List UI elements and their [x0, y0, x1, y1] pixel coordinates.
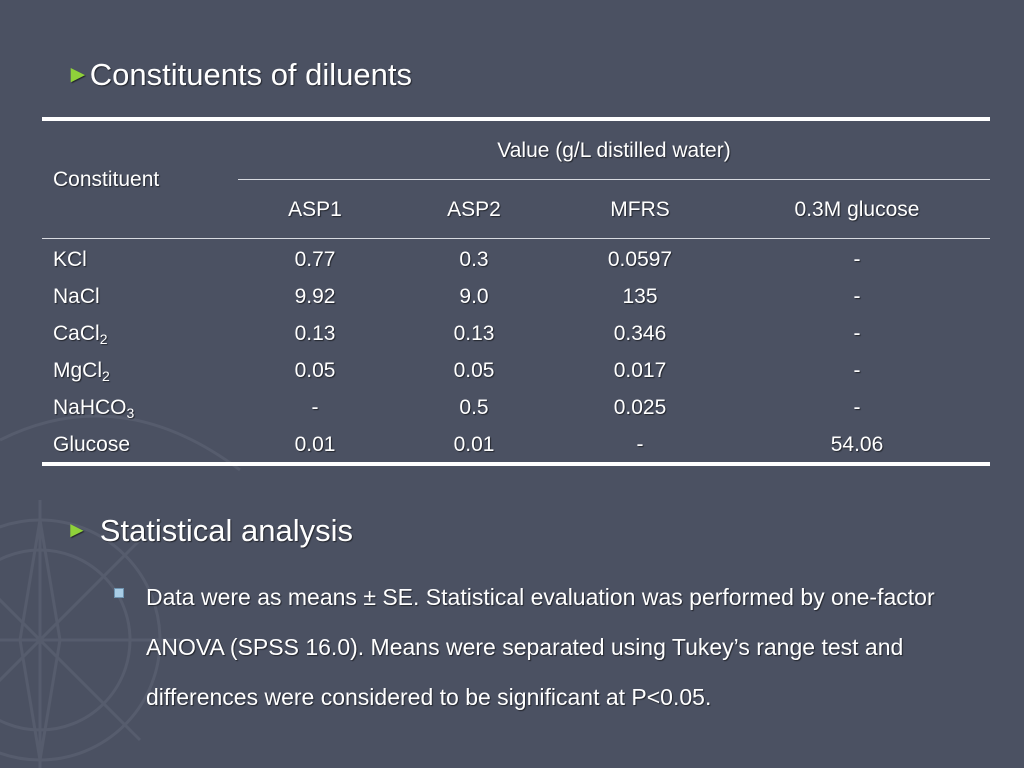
- table-header-rule: [42, 238, 990, 239]
- table-group-header: Value (g/L distilled water): [497, 139, 731, 162]
- table-cell: 0.025: [613, 396, 667, 419]
- table-cell: 0.346: [613, 322, 667, 345]
- table-cell: 0.77: [294, 248, 336, 271]
- table-cell: 9.92: [294, 285, 336, 308]
- table-row-label: KCl: [53, 248, 87, 271]
- table-cell: 135: [622, 285, 658, 308]
- table-cell: 9.0: [459, 285, 489, 308]
- table-cell: 0.01: [453, 433, 495, 456]
- slide-title-text: Constituents of diluents: [89, 57, 413, 92]
- analysis-paragraph: Data were as means ± SE. Statistical eva…: [146, 584, 935, 710]
- section-arrow-icon: ►: [66, 517, 88, 542]
- table-column-header: ASP1: [288, 198, 342, 221]
- slide-title: ►Constituents of diluents: [66, 55, 412, 95]
- table-cell: 0.5: [459, 396, 489, 419]
- table-bottom-rule: [42, 462, 990, 466]
- section-heading-text: Statistical analysis: [99, 513, 354, 548]
- table-cell: -: [853, 322, 861, 345]
- square-bullet-icon: [114, 588, 124, 598]
- table-cell: 0.13: [453, 322, 495, 345]
- table-column-header: MFRS: [610, 198, 670, 221]
- table-cell: 0.05: [294, 359, 336, 382]
- table-cell: 0.0597: [607, 248, 673, 271]
- table-cell: 0.05: [453, 359, 495, 382]
- table-cell: -: [853, 359, 861, 382]
- table-cell: -: [853, 248, 861, 271]
- table-row-label: MgCl2: [53, 359, 110, 384]
- table-cell: -: [853, 396, 861, 419]
- table-cell: 0.017: [613, 359, 667, 382]
- table-top-rule: [42, 117, 990, 121]
- table-cell: -: [311, 396, 319, 419]
- table-row-label: NaHCO3: [53, 396, 135, 421]
- table-row-label: NaCl: [53, 285, 100, 308]
- table-column-header: ASP2: [447, 198, 501, 221]
- table-row-label: CaCl2: [53, 322, 108, 347]
- table-row-label: Glucose: [53, 433, 131, 456]
- table-cell: 54.06: [830, 433, 884, 456]
- table-row-header: Constituent: [53, 168, 160, 191]
- table-cell: -: [636, 433, 644, 456]
- title-arrow-icon: ►: [66, 61, 90, 88]
- table-cell: 0.13: [294, 322, 336, 345]
- table-column-header: 0.3M glucose: [794, 198, 920, 221]
- table-cell: 0.01: [294, 433, 336, 456]
- table-group-rule: [238, 179, 990, 180]
- table-cell: 0.3: [459, 248, 489, 271]
- table-cell: -: [853, 285, 861, 308]
- section-heading: ► Statistical analysis: [66, 510, 353, 551]
